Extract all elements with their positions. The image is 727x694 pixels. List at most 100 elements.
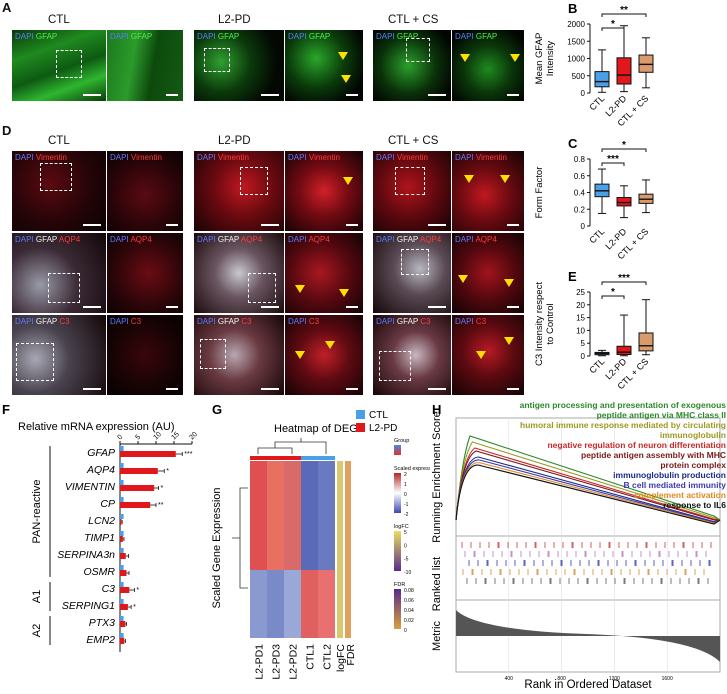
- arrowhead-marker: [338, 52, 348, 60]
- scale-tick: 0: [404, 543, 407, 549]
- arrowhead-marker: [460, 54, 470, 62]
- metric-fill: [456, 610, 720, 662]
- significance-bracket: [601, 281, 647, 285]
- y-tick-label: 0.8: [574, 155, 586, 164]
- title-a-ctl: CTL: [48, 14, 70, 26]
- group-label: PAN-reactive: [31, 480, 43, 544]
- roi-box: [395, 167, 425, 195]
- arrowhead-marker: [464, 175, 474, 183]
- micrograph-d-aqp4-cs-overview: DAPI GFAP AQP4: [373, 233, 451, 313]
- scale-bar: [261, 94, 279, 96]
- roi-box: [240, 167, 268, 195]
- scale-bar: [346, 388, 358, 390]
- x-tick-label: CTL: [587, 226, 606, 245]
- pathway-label: antigen processing and presentation of e…: [520, 402, 727, 410]
- scale-bar: [394, 473, 401, 513]
- scale-bar: [428, 388, 446, 390]
- bar-pd: [120, 621, 126, 627]
- significance-stars: ***: [184, 451, 192, 458]
- y-tick-label: 0: [581, 222, 586, 231]
- bar-ctl: [120, 480, 124, 485]
- micrograph-a-pd-zoom: DAPI GFAP: [285, 30, 363, 101]
- heatmap-block: [284, 570, 301, 638]
- pathway-label: protein complex: [660, 460, 726, 470]
- pathway-label: complement activation: [634, 490, 726, 500]
- y-tick-label: 1500: [567, 37, 585, 46]
- scale-bar: [346, 224, 358, 226]
- scale-bar: [261, 224, 279, 226]
- scale-bar: [83, 388, 101, 390]
- heatmap-block: [250, 570, 267, 638]
- bar-ctl: [120, 616, 124, 621]
- pathway-label: immunoglobulin production: [613, 470, 726, 480]
- group-bar: [284, 456, 301, 460]
- legend-label: L2-PD: [369, 423, 397, 434]
- pathway-label: peptide antigen via MHC class II: [597, 410, 726, 420]
- bar-pd: [120, 570, 127, 576]
- row-dendrogram: [232, 487, 248, 589]
- scale-tick: -5: [404, 557, 409, 563]
- legend-swatch: [356, 423, 365, 432]
- arrowhead-marker: [341, 75, 351, 83]
- scale-tick: 2: [404, 472, 407, 478]
- micrograph-d-vim-cs-overview: DAPI Vimentin: [373, 151, 451, 231]
- scale-bar: [394, 445, 401, 455]
- pathway-label: negative regulation of neuron differenti…: [547, 440, 726, 450]
- significance-stars: *: [161, 485, 164, 492]
- x-axis-label: Rank in Ordered Dataset: [524, 679, 652, 691]
- bar-pd: [120, 553, 126, 559]
- micrograph-d-aqp4-cs-zoom: DAPI AQP4: [452, 233, 524, 313]
- pathway-label: response to IL6: [663, 500, 726, 510]
- roi-box: [56, 50, 82, 78]
- significance-bracket: [601, 162, 625, 166]
- micrograph-a-cs-zoom: DAPI GFAP: [452, 30, 524, 101]
- scale-bar: [83, 224, 101, 226]
- gene-label: GFAP: [87, 447, 115, 459]
- y-tick-label: 1000: [567, 55, 585, 64]
- x-tick-label: 20: [188, 431, 199, 442]
- scale-title: logFC: [394, 524, 409, 530]
- scale-bar: [166, 388, 178, 390]
- significance-stars: **: [158, 502, 164, 509]
- group-label: A1: [31, 590, 43, 603]
- heatmap-block: [284, 461, 301, 570]
- scale-bar: [261, 388, 279, 390]
- title-a-pd: L2-PD: [218, 14, 251, 26]
- micrograph-d-aqp4-pd-zoom: DAPI AQP4: [285, 233, 363, 313]
- x-tick-label: 400: [505, 676, 514, 682]
- bar-pd: [120, 485, 155, 491]
- title-a-cs: CTL + CS: [388, 14, 439, 26]
- scale-bar: [166, 94, 178, 96]
- y-axis-label: Ranked list: [431, 557, 443, 611]
- x-tick-label: 800: [557, 676, 566, 682]
- bar-pd: [120, 519, 122, 525]
- micrograph-d-c3-pd-zoom: DAPI C3: [285, 315, 363, 395]
- micrograph-a-pd-overview: DAPI GFAP: [194, 30, 284, 101]
- es-plot-area: [455, 417, 721, 537]
- significance-bracket: [601, 27, 625, 31]
- micrograph-d-c3-ctl-zoom: DAPI C3: [107, 315, 183, 395]
- y-axis-label: Scaled Gene Expression: [211, 487, 223, 608]
- group-bar: [318, 456, 335, 460]
- heatmap-block: [301, 461, 318, 570]
- arrowhead-marker: [476, 351, 486, 359]
- heatmap-block: [318, 570, 335, 638]
- panel-label-E: E: [568, 269, 577, 284]
- bar-ctl: [120, 531, 124, 536]
- roi-box: [379, 351, 411, 381]
- scale-tick: 0: [404, 492, 407, 498]
- bar-ctl: [120, 446, 124, 451]
- column-label: L2-PD1: [254, 644, 266, 680]
- column-label: CTL1: [305, 644, 317, 670]
- bar-ctl: [120, 514, 124, 519]
- scale-bar: [507, 388, 519, 390]
- panel-label-C: C: [568, 136, 578, 151]
- bar-pd: [120, 451, 176, 457]
- bar-pd: [120, 587, 130, 593]
- micrograph-a-ctl-overview: DAPI GFAP: [12, 30, 106, 101]
- chart-title: Relative mRNA expression (AU): [18, 421, 175, 433]
- title-d-cs: CTL + CS: [388, 135, 439, 147]
- ranked-hits-area: [455, 535, 721, 601]
